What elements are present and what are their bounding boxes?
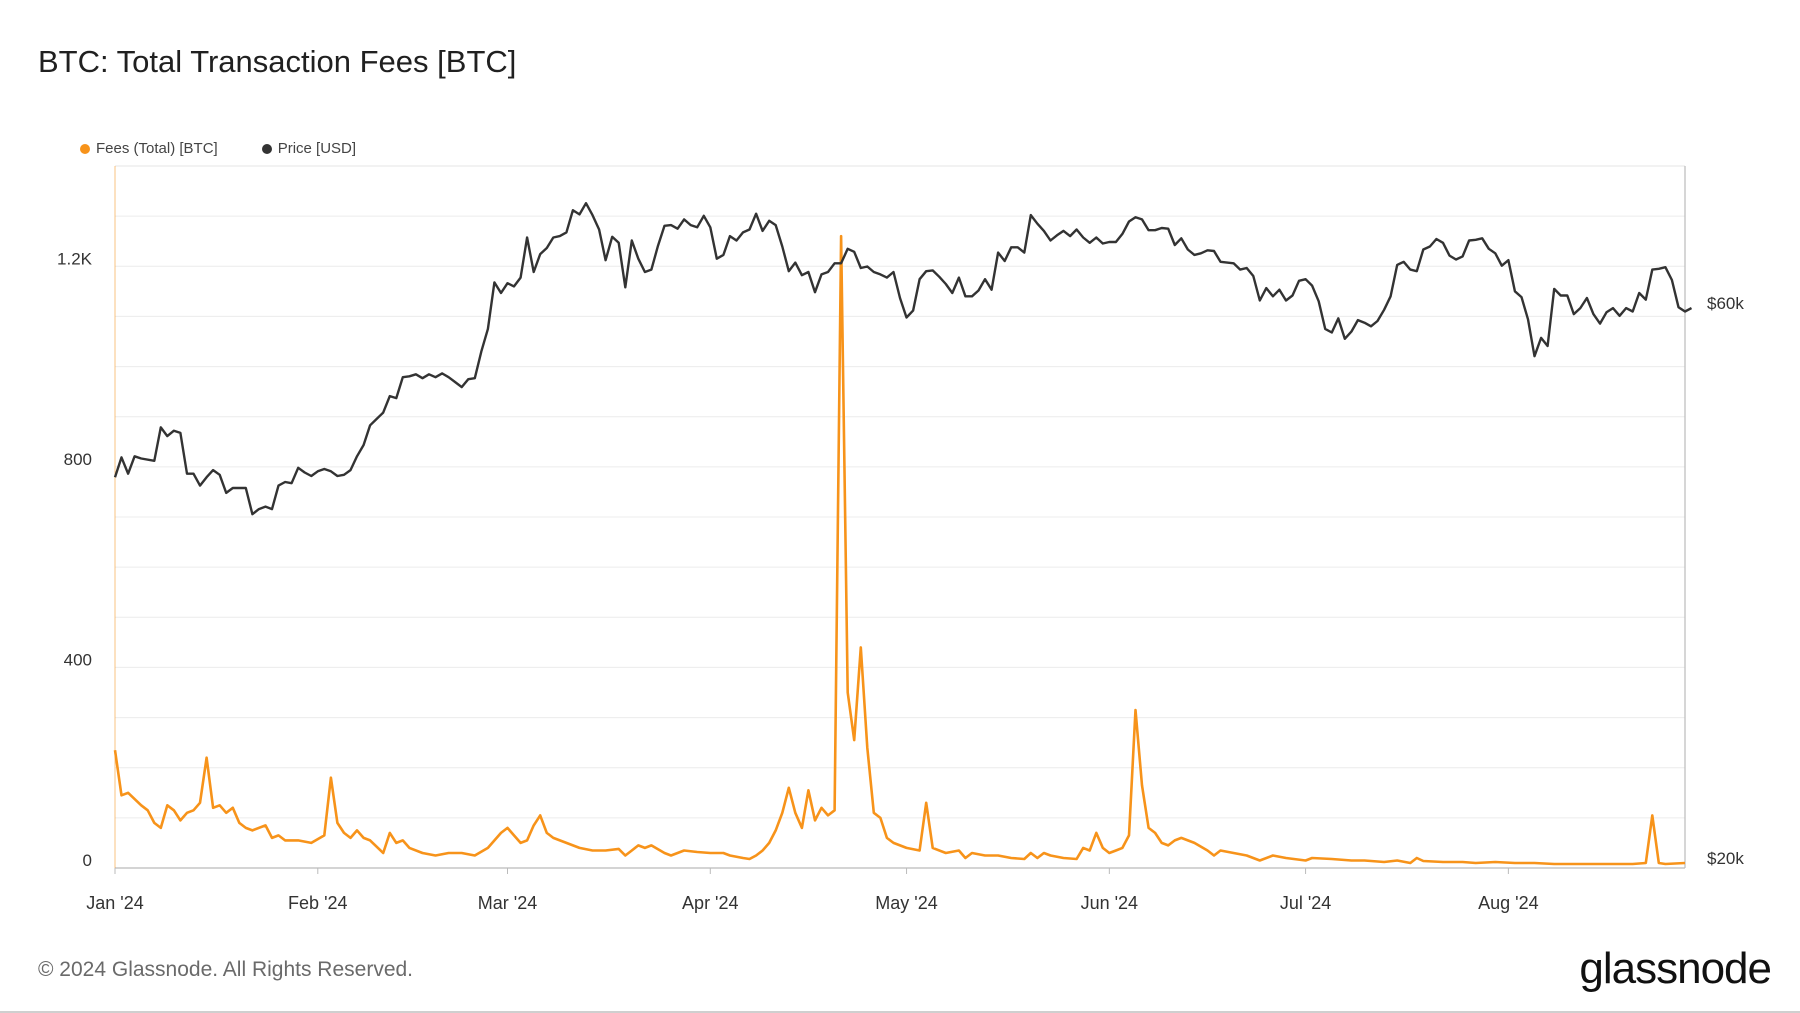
y-left-tick-label: 0 [83, 851, 92, 870]
x-tick-label: May '24 [875, 893, 937, 913]
y-right-tick-label: $60k [1707, 294, 1744, 313]
legend-fees-label: Fees (Total) [BTC] [96, 140, 218, 157]
x-tick-label: Mar '24 [478, 893, 537, 913]
legend-item-price[interactable]: Price [USD] [261, 140, 357, 157]
y-left-tick-label: 1.2K [57, 249, 93, 268]
legend: Fees (Total) [BTC] Price [USD] [80, 140, 356, 157]
legend-price-marker [261, 143, 272, 154]
chart-title: BTC: Total Transaction Fees [BTC] [38, 44, 517, 79]
legend-price-label: Price [USD] [277, 140, 357, 157]
y-left-tick-label: 800 [64, 450, 92, 469]
x-tick-label: Jun '24 [1081, 893, 1138, 913]
bottom-divider [0, 1011, 1800, 1013]
x-tick-label: Apr '24 [682, 893, 738, 913]
y-left-tick-label: 400 [64, 650, 92, 669]
copyright-footer: © 2024 Glassnode. All Rights Reserved. [38, 958, 414, 981]
x-tick-label: Jul '24 [1280, 893, 1331, 913]
glassnode-logo: glassnode [1579, 944, 1772, 993]
legend-fees-marker [80, 143, 90, 154]
price-series-line [113, 202, 1693, 516]
legend-item-fees[interactable]: Fees (Total) [BTC] [80, 140, 218, 157]
fees-series-line [113, 234, 1686, 866]
y-right-tick-label: $20k [1707, 849, 1744, 868]
x-tick-label: Aug '24 [1478, 893, 1539, 913]
x-tick-label: Feb '24 [288, 893, 347, 913]
x-tick-label: Jan '24 [86, 893, 143, 913]
